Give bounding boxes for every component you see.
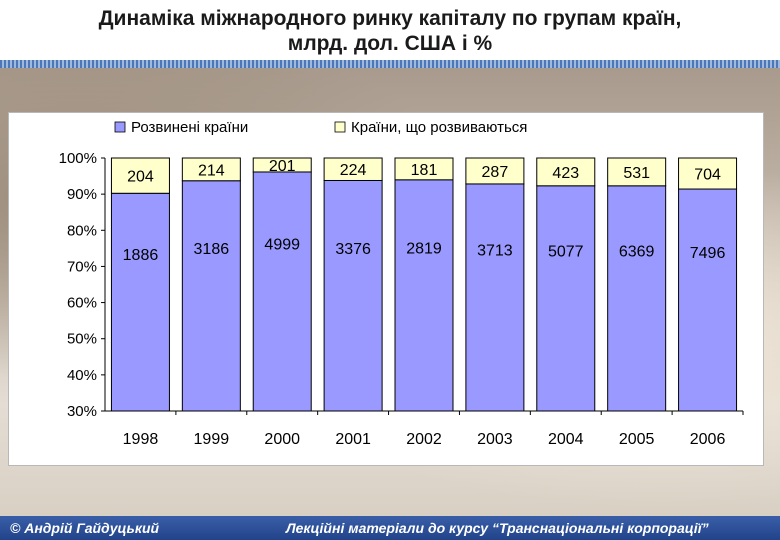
legend-label-developed: Розвинені країни	[131, 119, 248, 136]
data-label-developed: 5077	[548, 243, 584, 260]
x-tick-label: 2004	[548, 431, 584, 448]
x-tick-label: 2006	[690, 431, 726, 448]
bar-developing-2003	[465, 157, 525, 185]
bar-developing-2004	[536, 157, 596, 187]
data-label-developed: 4999	[264, 236, 300, 253]
title-divider	[0, 60, 780, 68]
footer-course-title: Лекційні матеріали до курсу “Транснаціон…	[286, 520, 709, 536]
x-tick-label: 2001	[335, 431, 371, 448]
data-label-developed: 3376	[335, 241, 371, 258]
data-label-developing: 423	[552, 165, 579, 182]
footer-bar: © Андрій Гайдуцький Лекційні матеріали д…	[0, 516, 780, 540]
chart-legend: Розвинені країни Країни, що розвиваються	[114, 119, 527, 136]
slide-title-line-1: Динаміка міжнародного ринку капіталу по …	[98, 7, 682, 30]
bar-developing-2002	[394, 157, 454, 181]
x-tick-label: 2005	[619, 431, 655, 448]
bar-developed-2003	[465, 183, 525, 412]
bar-developed-2000	[252, 171, 312, 412]
chart-panel: Розвинені країни Країни, що розвиваються…	[8, 112, 764, 466]
stacked-percent-bar-chart: Розвинені країни Країни, що розвиваються…	[59, 119, 744, 448]
slide-header: Динаміка міжнародного ринку капіталу по …	[0, 0, 780, 66]
x-tick-label: 1999	[194, 431, 230, 448]
data-label-developing: 181	[411, 162, 438, 179]
data-label-developed: 7496	[690, 245, 726, 262]
bar-developing-1999	[181, 157, 241, 182]
legend-swatch-developed	[114, 121, 126, 133]
data-label-developing: 214	[198, 162, 225, 179]
bar-developed-2006	[678, 188, 738, 412]
y-tick-label: 60%	[67, 295, 97, 312]
data-label-developing: 531	[623, 165, 650, 182]
y-tick-label: 90%	[67, 186, 97, 203]
bar-developed-2005	[607, 185, 667, 412]
bar-developing-2006	[678, 157, 738, 190]
x-tick-label: 1998	[123, 431, 159, 448]
bar-developed-2002	[394, 179, 454, 412]
data-label-developing: 704	[694, 167, 721, 184]
y-tick-label: 40%	[67, 367, 97, 384]
bars-group: 1886 204 3186 214 4999 201 3376 224 2819 181 3713 2…	[110, 157, 738, 412]
data-label-developing: 204	[127, 169, 154, 186]
x-tick-label: 2000	[264, 431, 300, 448]
bar-developing-2005	[607, 157, 667, 187]
y-tick-label: 80%	[67, 222, 97, 239]
x-axis: 1998 1999 2000 2001 2002 2003 2004 2005 2006	[105, 410, 744, 448]
bar-developing-1998	[110, 157, 170, 194]
legend-swatch-developing	[334, 121, 346, 133]
bar-developed-2001	[323, 179, 383, 412]
y-tick-label: 30%	[67, 403, 97, 420]
bar-developed-1998	[110, 192, 170, 412]
slide-title-line-2: млрд. дол. США і %	[287, 32, 493, 55]
data-label-developed: 1886	[123, 247, 159, 264]
data-label-developing: 287	[482, 164, 509, 181]
bar-developed-2004	[536, 185, 596, 412]
data-label-developing: 224	[340, 162, 367, 179]
data-label-developed: 3713	[477, 242, 513, 259]
bar-developing-2001	[323, 157, 383, 181]
y-tick-label: 70%	[67, 258, 97, 275]
y-tick-label: 100%	[59, 150, 97, 167]
x-tick-label: 2002	[406, 431, 442, 448]
data-label-developed: 2819	[406, 240, 442, 257]
y-tick-label: 50%	[67, 331, 97, 348]
legend-label-developing: Країни, що розвиваються	[351, 119, 527, 136]
bar-developing-2000	[252, 157, 312, 173]
data-label-developing: 201	[269, 158, 296, 175]
data-label-developed: 3186	[194, 241, 230, 258]
data-label-developed: 6369	[619, 243, 655, 260]
y-axis: 30% 40% 50% 60% 70% 80% 90% 100%	[59, 150, 106, 420]
x-tick-label: 2003	[477, 431, 513, 448]
footer-author: © Андрій Гайдуцький	[10, 520, 160, 536]
bar-developed-1999	[181, 180, 241, 412]
